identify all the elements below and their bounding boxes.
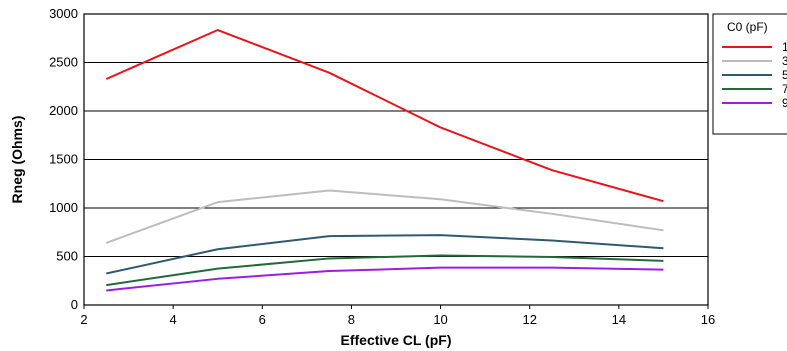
legend-label: 9 [782,96,787,110]
legend-label: 7 [782,82,787,96]
y-tick-label: 1500 [49,152,78,167]
x-tick-label: 4 [170,312,177,327]
series-lines [105,29,664,292]
x-tick-label: 10 [433,312,447,327]
gridlines [84,13,708,306]
x-tick-label: 8 [348,312,355,327]
series-line-c0-5 [106,234,664,275]
y-tick-label: 500 [56,249,78,264]
x-axis-title: Effective CL (pF) [341,332,452,348]
y-axis-title: Rneg (Ohms) [9,116,25,204]
series-line-c0-1 [105,29,664,203]
y-tick-label: 2000 [49,103,78,118]
x-axis-ticks: 2 4 6 8 10 12 14 16 [80,305,715,327]
y-tick-label: 3000 [49,6,78,21]
y-tick-label: 1000 [49,200,78,215]
x-tick-label: 16 [701,312,715,327]
x-tick-label: 14 [612,312,626,327]
x-tick-label: 2 [80,312,87,327]
series-line-c0-3 [105,189,664,244]
legend-label: 3 [782,54,787,68]
x-tick-label: 6 [259,312,266,327]
x-tick-label: 12 [522,312,536,327]
y-tick-label: 2500 [49,55,78,70]
legend-label: 1 [782,40,787,54]
y-axis-ticks: 0 500 1000 1500 2000 2500 3000 [49,6,78,312]
legend-title: C0 (pF) [727,20,768,34]
plot-area [83,13,709,306]
y-tick-label: 0 [71,297,78,312]
series-line-c0-7 [106,254,664,287]
legend-label: 5 [782,68,787,82]
series-line-c0-9 [106,266,664,292]
